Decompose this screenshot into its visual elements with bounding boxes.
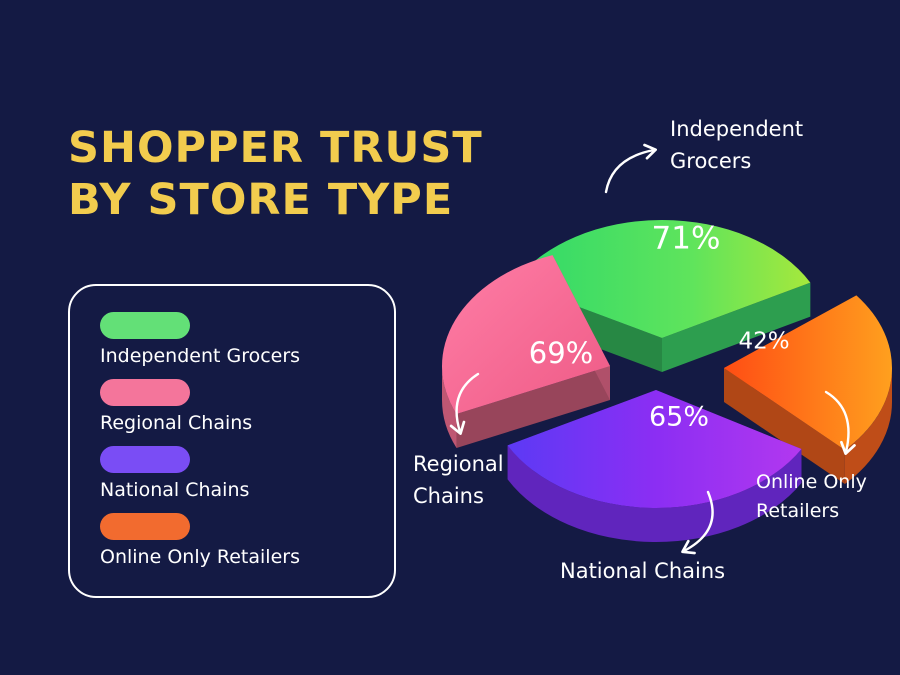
pie-value-label: 42% [738, 329, 789, 355]
pie-value-label: 71% [652, 221, 721, 257]
callout-arrow-independent [604, 143, 657, 194]
callout-line: Independent [670, 117, 804, 141]
callout-online-only-retailers: Online Only Retailers [756, 468, 867, 526]
legend-item-regional-chains: Regional Chains [100, 379, 252, 434]
callout-national-chains: National Chains [560, 555, 725, 587]
title-line-2: BY STORE TYPE [68, 175, 454, 225]
callout-regional-chains: Regional Chains [413, 448, 504, 512]
callout-arrow-online [824, 390, 856, 455]
callout-line: Chains [413, 484, 484, 508]
pie-slice [724, 295, 892, 484]
callout-line: Regional [413, 452, 504, 476]
callout-line: Online Only [756, 471, 867, 493]
legend-swatch [100, 446, 190, 473]
legend-label: Independent Grocers [100, 345, 301, 367]
pie-slice [507, 390, 802, 542]
callout-line: National Chains [560, 559, 726, 583]
callout-arrow-national [681, 490, 714, 555]
legend-item-independent-grocers: Independent Grocers [100, 312, 300, 367]
legend: Independent Grocers Regional Chains Nati… [68, 284, 396, 598]
legend-swatch [100, 513, 190, 540]
legend-label: Regional Chains [100, 412, 253, 434]
legend-label: National Chains [100, 479, 250, 501]
legend-swatch [100, 379, 190, 406]
callout-arrow-regional [449, 372, 480, 435]
legend-swatch [100, 312, 190, 339]
chart-title: SHOPPER TRUST BY STORE TYPE [68, 122, 483, 226]
title-line-1: SHOPPER TRUST [68, 123, 483, 173]
legend-label: Online Only Retailers [100, 546, 300, 568]
callout-line: Retailers [756, 500, 840, 522]
legend-item-national-chains: National Chains [100, 446, 249, 501]
pie-value-label: 65% [649, 402, 709, 433]
pie-value-label: 69% [529, 336, 593, 370]
callout-independent-grocers: Independent Grocers [670, 113, 803, 177]
legend-item-online-only-retailers: Online Only Retailers [100, 513, 300, 568]
callout-line: Grocers [670, 149, 752, 173]
pie-slice [441, 255, 610, 448]
